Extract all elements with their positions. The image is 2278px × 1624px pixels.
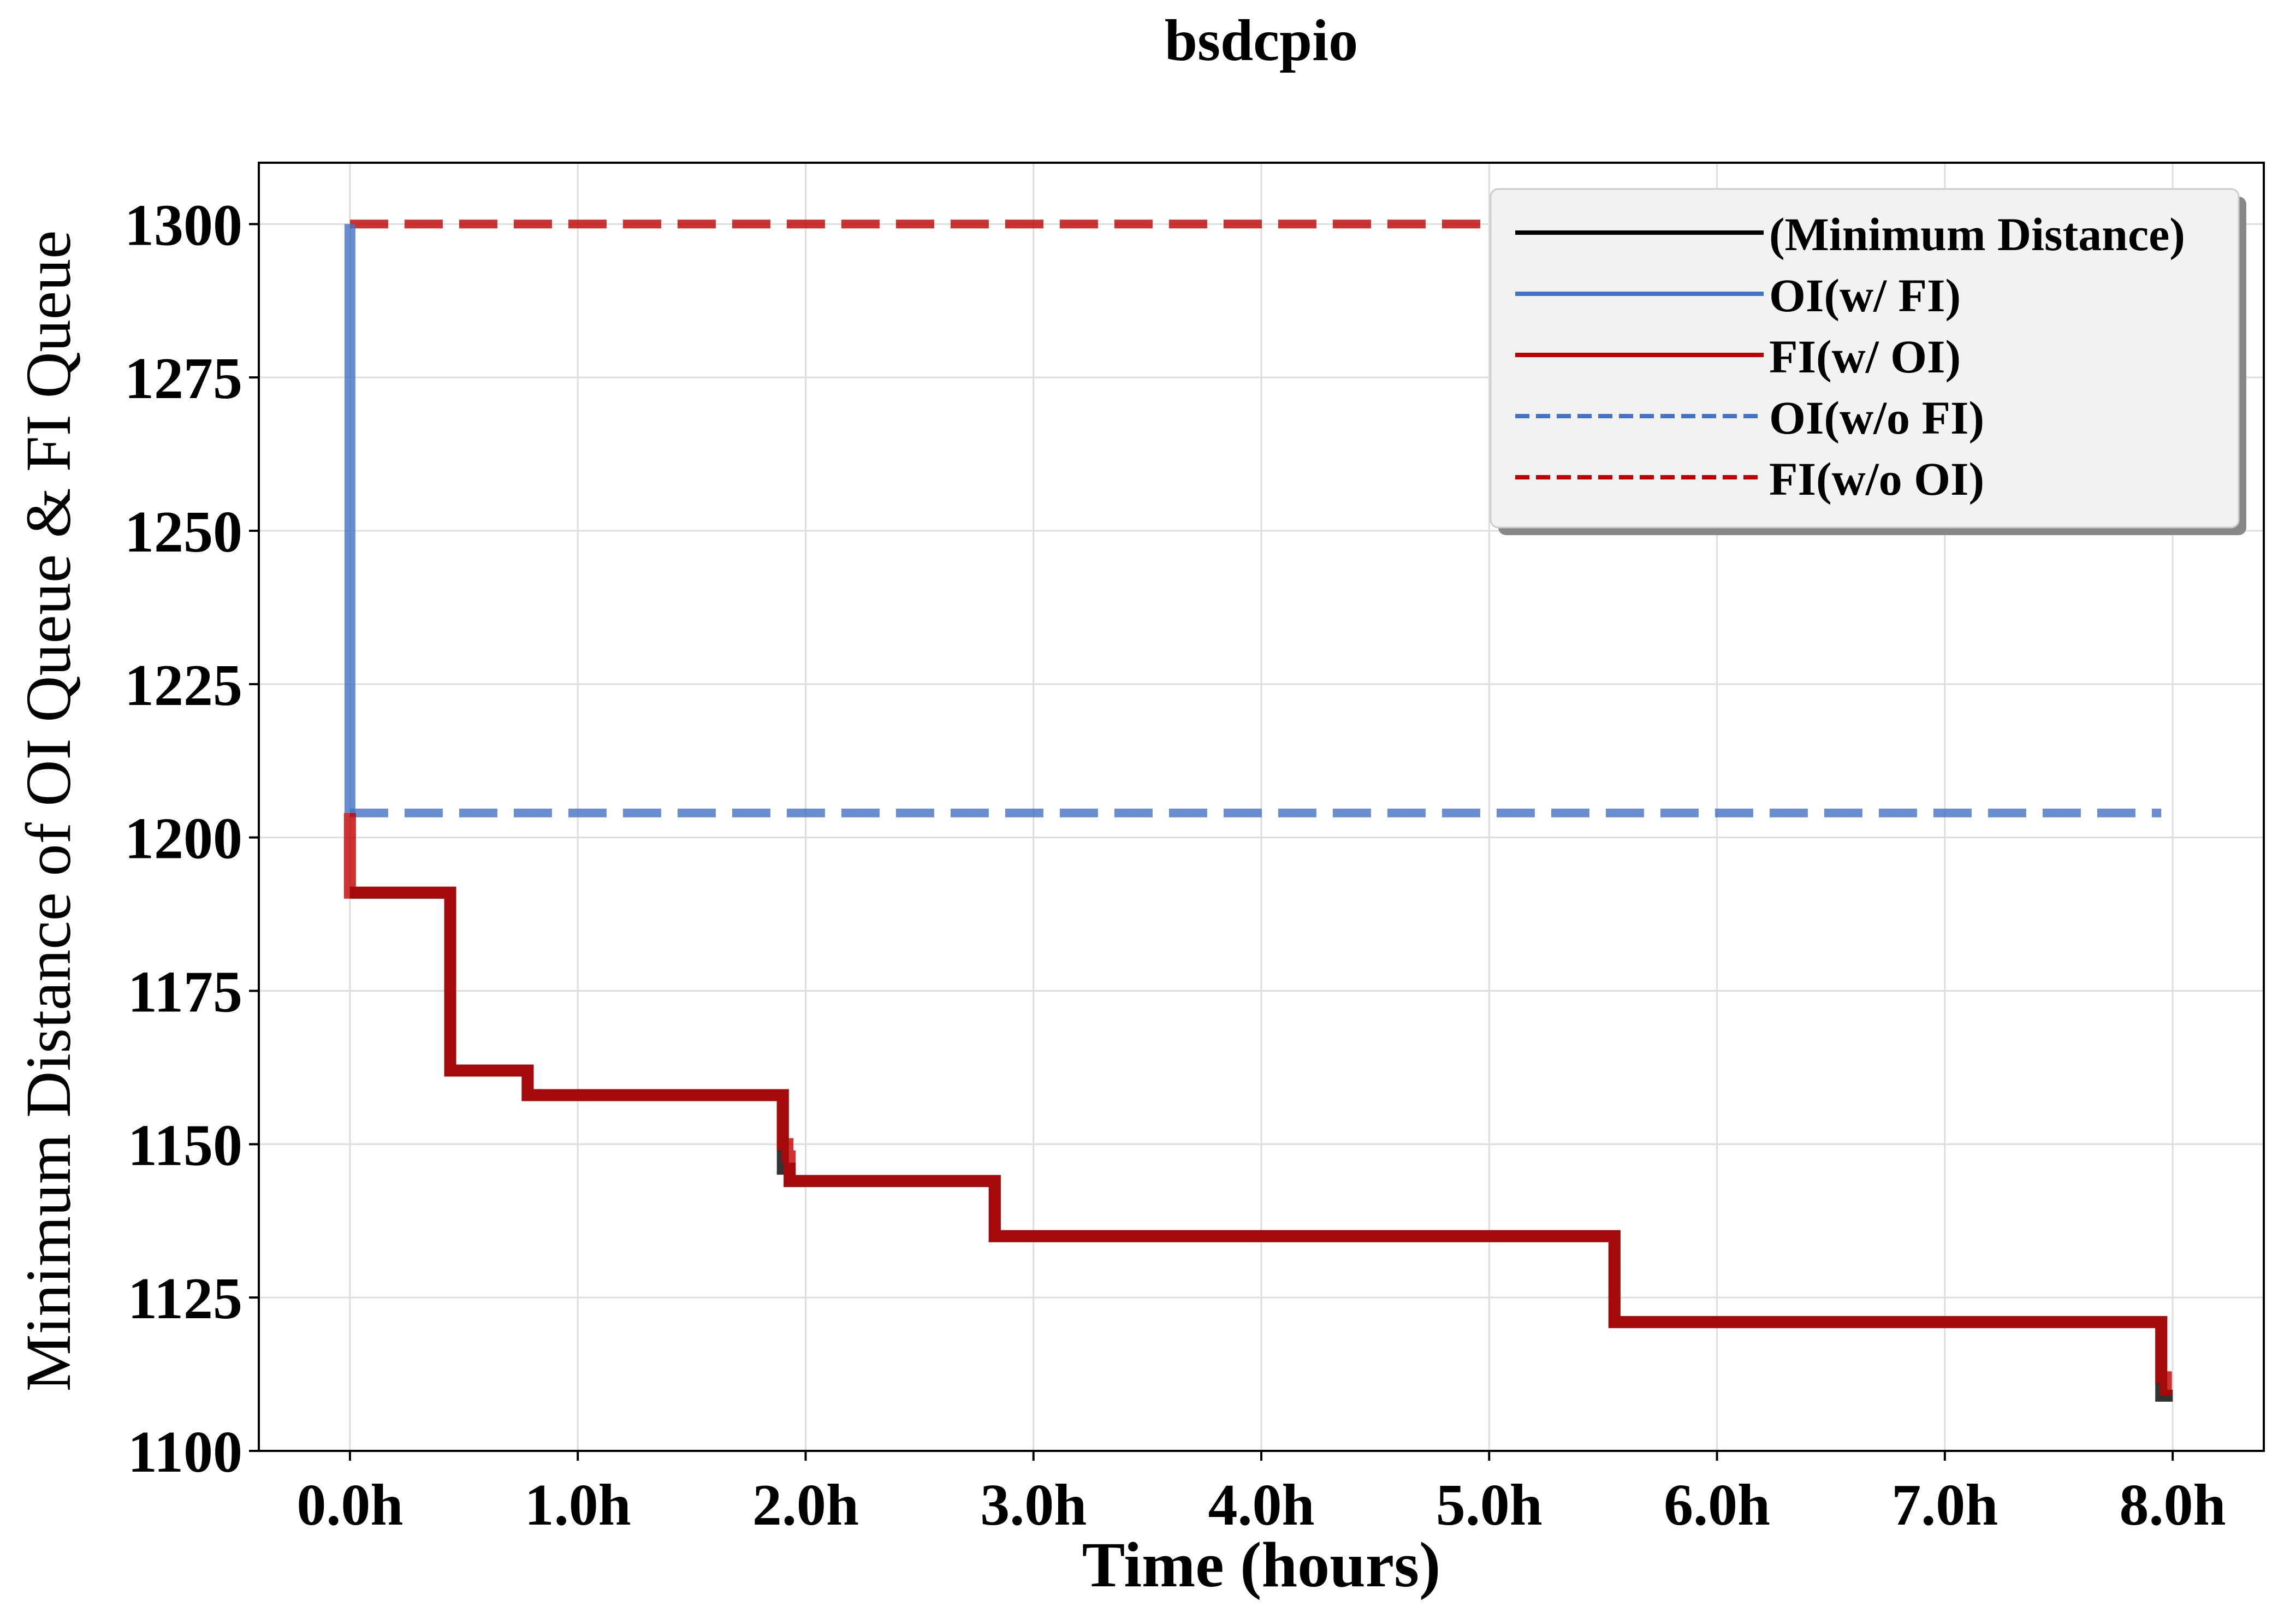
legend: (Minimum Distance) OI(w/ FI) FI(w/ OI) OI(w… bbox=[1490, 188, 2246, 535]
x-tick-label: 7.0h bbox=[1891, 1473, 1998, 1538]
y-tick-label: 1125 bbox=[128, 1266, 242, 1331]
x-tick-label: 4.0h bbox=[1208, 1473, 1314, 1538]
y-tick-label: 1275 bbox=[124, 346, 242, 411]
y-tick-label: 1250 bbox=[124, 500, 242, 565]
x-tick-label: 8.0h bbox=[2120, 1473, 2226, 1538]
x-tick-label: 1.0h bbox=[525, 1473, 631, 1538]
y-tick-label: 1225 bbox=[124, 653, 242, 718]
legend-label-min-distance: (Minimum Distance) bbox=[1769, 208, 2185, 260]
y-tick-label: 1300 bbox=[124, 193, 242, 258]
series-line-fi-with-oi bbox=[343, 813, 2172, 1396]
legend-label-oi-with-fi: OI(w/ FI) bbox=[1769, 269, 1961, 322]
y-tick-label: 1150 bbox=[128, 1113, 242, 1178]
x-tick-label: 2.0h bbox=[752, 1473, 859, 1538]
x-axis-label: Time (hours) bbox=[1082, 1529, 1441, 1601]
y-axis-label: Minimum Distance of OI Queue & FI Queue bbox=[13, 230, 84, 1392]
legend-box bbox=[1490, 188, 2240, 529]
x-tick-label: 3.0h bbox=[980, 1473, 1087, 1538]
y-tick-label: 1100 bbox=[128, 1420, 242, 1485]
y-tick-label: 1200 bbox=[124, 807, 242, 872]
legend-label-oi-without-fi: OI(w/o FI) bbox=[1769, 392, 1984, 444]
x-tick-label: 6.0h bbox=[1664, 1473, 1770, 1538]
x-tick-label: 0.0h bbox=[296, 1473, 403, 1538]
legend-label-fi-without-oi: FI(w/o OI) bbox=[1769, 453, 1984, 505]
x-tick-label: 5.0h bbox=[1436, 1473, 1543, 1538]
y-tick-label: 1175 bbox=[128, 960, 242, 1025]
legend-label-fi-with-oi: FI(w/ OI) bbox=[1769, 330, 1961, 383]
chart-title: bsdcpio bbox=[1165, 8, 1358, 73]
